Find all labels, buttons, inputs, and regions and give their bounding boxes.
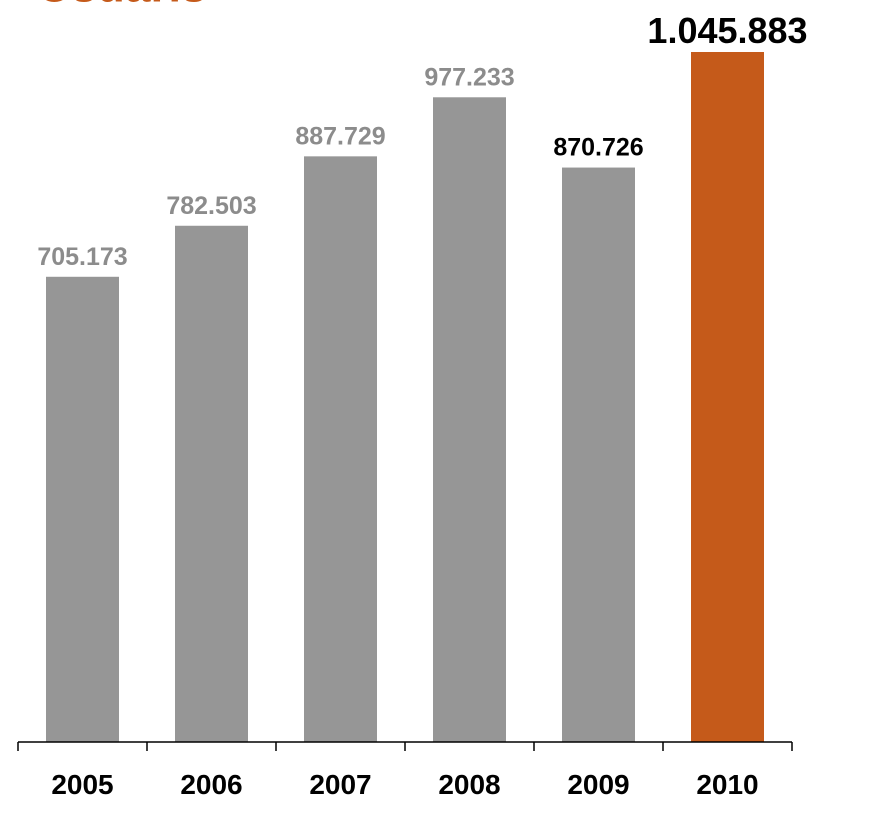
x-tick-label-2009: 2009: [567, 769, 629, 800]
bar-2010: [691, 52, 764, 742]
bar-2007: [304, 156, 377, 743]
x-tick-label-2007: 2007: [309, 769, 371, 800]
value-label-2009: 870.726: [553, 134, 643, 162]
value-label-2006: 782.503: [166, 192, 256, 220]
bar-2006: [175, 225, 248, 742]
bar-2008: [433, 97, 506, 743]
x-tick-label-2008: 2008: [438, 769, 500, 800]
bar-2009: [562, 167, 635, 742]
x-tick-label-2006: 2006: [180, 769, 242, 800]
value-labels-group: 705.173 782.503 887.729 977.233 870.726 1.045…: [37, 10, 807, 271]
x-tick-label-2005: 2005: [51, 769, 113, 800]
value-label-2008: 977.233: [424, 63, 514, 91]
x-tick-label-2010: 2010: [696, 769, 758, 800]
value-label-2007: 887.729: [295, 122, 385, 150]
x-tick-labels-group: 2005 2006 2007 2008 2009 2010: [51, 769, 758, 800]
value-label-2010: 1.045.883: [647, 10, 807, 51]
x-tick-marks: [17, 742, 793, 751]
chart-title: Usuaris: [38, 0, 207, 12]
value-label-2005: 705.173: [37, 243, 127, 271]
bar-2005: [46, 276, 119, 742]
bars-group: [46, 52, 764, 743]
